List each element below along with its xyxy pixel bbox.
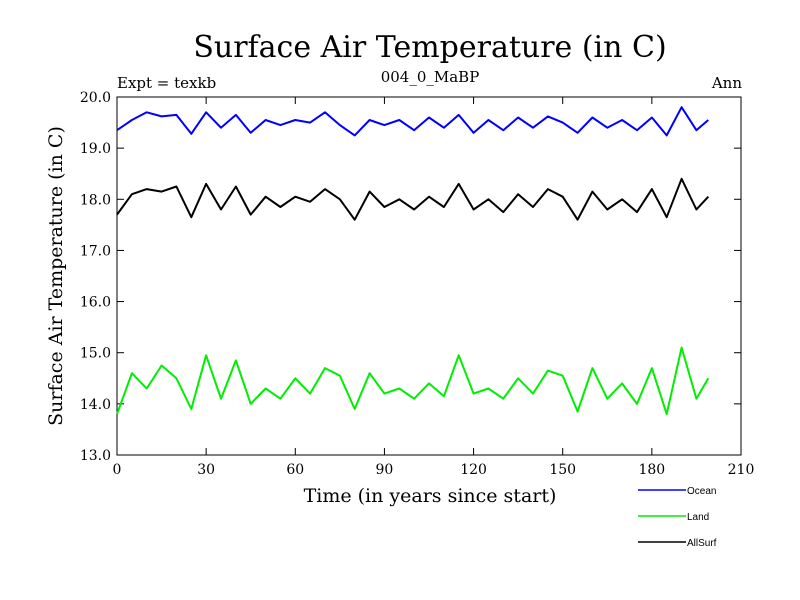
x-axis-label: Time (in years since start) <box>304 485 557 507</box>
legend: Ocean Land AllSurf <box>638 486 717 549</box>
x-tick-label: 120 <box>460 462 487 478</box>
series-line-land <box>116 346 710 416</box>
x-tick-label: 0 <box>113 462 122 478</box>
y-tick-label: 15.0 <box>80 346 111 362</box>
x-tick-label: 150 <box>549 462 576 478</box>
y-tick-label: 14.0 <box>80 397 111 413</box>
x-tick-label: 30 <box>197 462 215 478</box>
y-axis: 13.0 14.0 15.0 16.0 17.0 18.0 19.0 20.0 <box>80 90 741 464</box>
experiment-label: Expt = texkb <box>117 74 216 92</box>
x-tick-label: 210 <box>728 462 755 478</box>
y-tick-label: 17.0 <box>80 243 111 259</box>
y-tick-label: 16.0 <box>80 295 111 311</box>
series-line-allsurf <box>116 177 710 221</box>
plot-frame <box>116 96 742 456</box>
x-axis: 0 30 60 90 120 150 180 210 <box>113 97 755 478</box>
x-tick-label: 60 <box>286 462 304 478</box>
y-tick-label: 18.0 <box>80 192 111 208</box>
series-lines <box>116 106 710 416</box>
legend-label: AllSurf <box>687 538 717 549</box>
legend-label: Ocean <box>687 486 716 497</box>
legend-label: Land <box>687 512 709 523</box>
x-tick-label: 180 <box>638 462 665 478</box>
series-line-ocean <box>116 106 709 137</box>
chart-title: Surface Air Temperature (in C) <box>193 30 666 65</box>
chart-subtitle: 004_0_MaBP <box>381 68 480 86</box>
x-tick-label: 90 <box>376 462 394 478</box>
season-label: Ann <box>711 74 742 92</box>
y-tick-label: 13.0 <box>80 448 111 464</box>
y-tick-label: 20.0 <box>80 90 111 106</box>
y-axis-label: Surface Air Temperature (in C) <box>45 126 67 426</box>
y-tick-label: 19.0 <box>80 141 111 157</box>
